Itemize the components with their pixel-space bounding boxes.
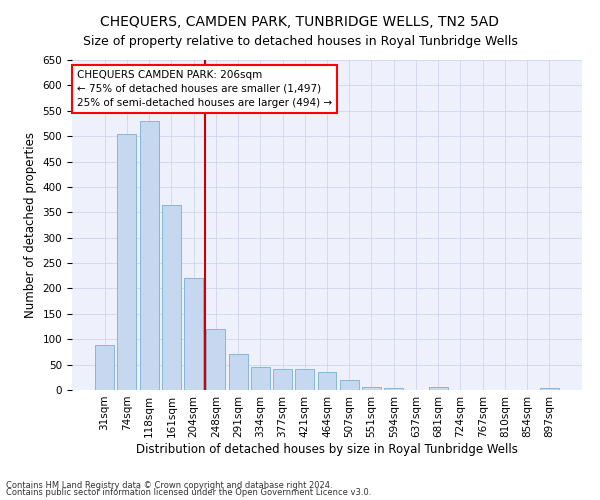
Bar — [429, 388, 448, 390]
Bar — [340, 380, 359, 390]
Text: CHEQUERS, CAMDEN PARK, TUNBRIDGE WELLS, TN2 5AD: CHEQUERS, CAMDEN PARK, TUNBRIDGE WELLS, … — [101, 15, 499, 29]
Bar — [317, 372, 337, 390]
Bar — [184, 278, 203, 390]
Bar — [118, 134, 136, 390]
Bar — [162, 204, 181, 390]
X-axis label: Distribution of detached houses by size in Royal Tunbridge Wells: Distribution of detached houses by size … — [136, 442, 518, 456]
Bar — [229, 354, 248, 390]
Bar — [251, 367, 270, 390]
Bar — [384, 388, 403, 390]
Bar — [206, 329, 225, 390]
Bar — [140, 121, 158, 390]
Text: Size of property relative to detached houses in Royal Tunbridge Wells: Size of property relative to detached ho… — [83, 35, 517, 48]
Bar — [95, 346, 114, 390]
Text: CHEQUERS CAMDEN PARK: 206sqm
← 75% of detached houses are smaller (1,497)
25% of: CHEQUERS CAMDEN PARK: 206sqm ← 75% of de… — [77, 70, 332, 108]
Text: Contains HM Land Registry data © Crown copyright and database right 2024.: Contains HM Land Registry data © Crown c… — [6, 480, 332, 490]
Bar — [295, 368, 314, 390]
Bar — [273, 368, 292, 390]
Text: Contains public sector information licensed under the Open Government Licence v3: Contains public sector information licen… — [6, 488, 371, 497]
Bar — [540, 388, 559, 390]
Bar — [362, 387, 381, 390]
Y-axis label: Number of detached properties: Number of detached properties — [24, 132, 37, 318]
